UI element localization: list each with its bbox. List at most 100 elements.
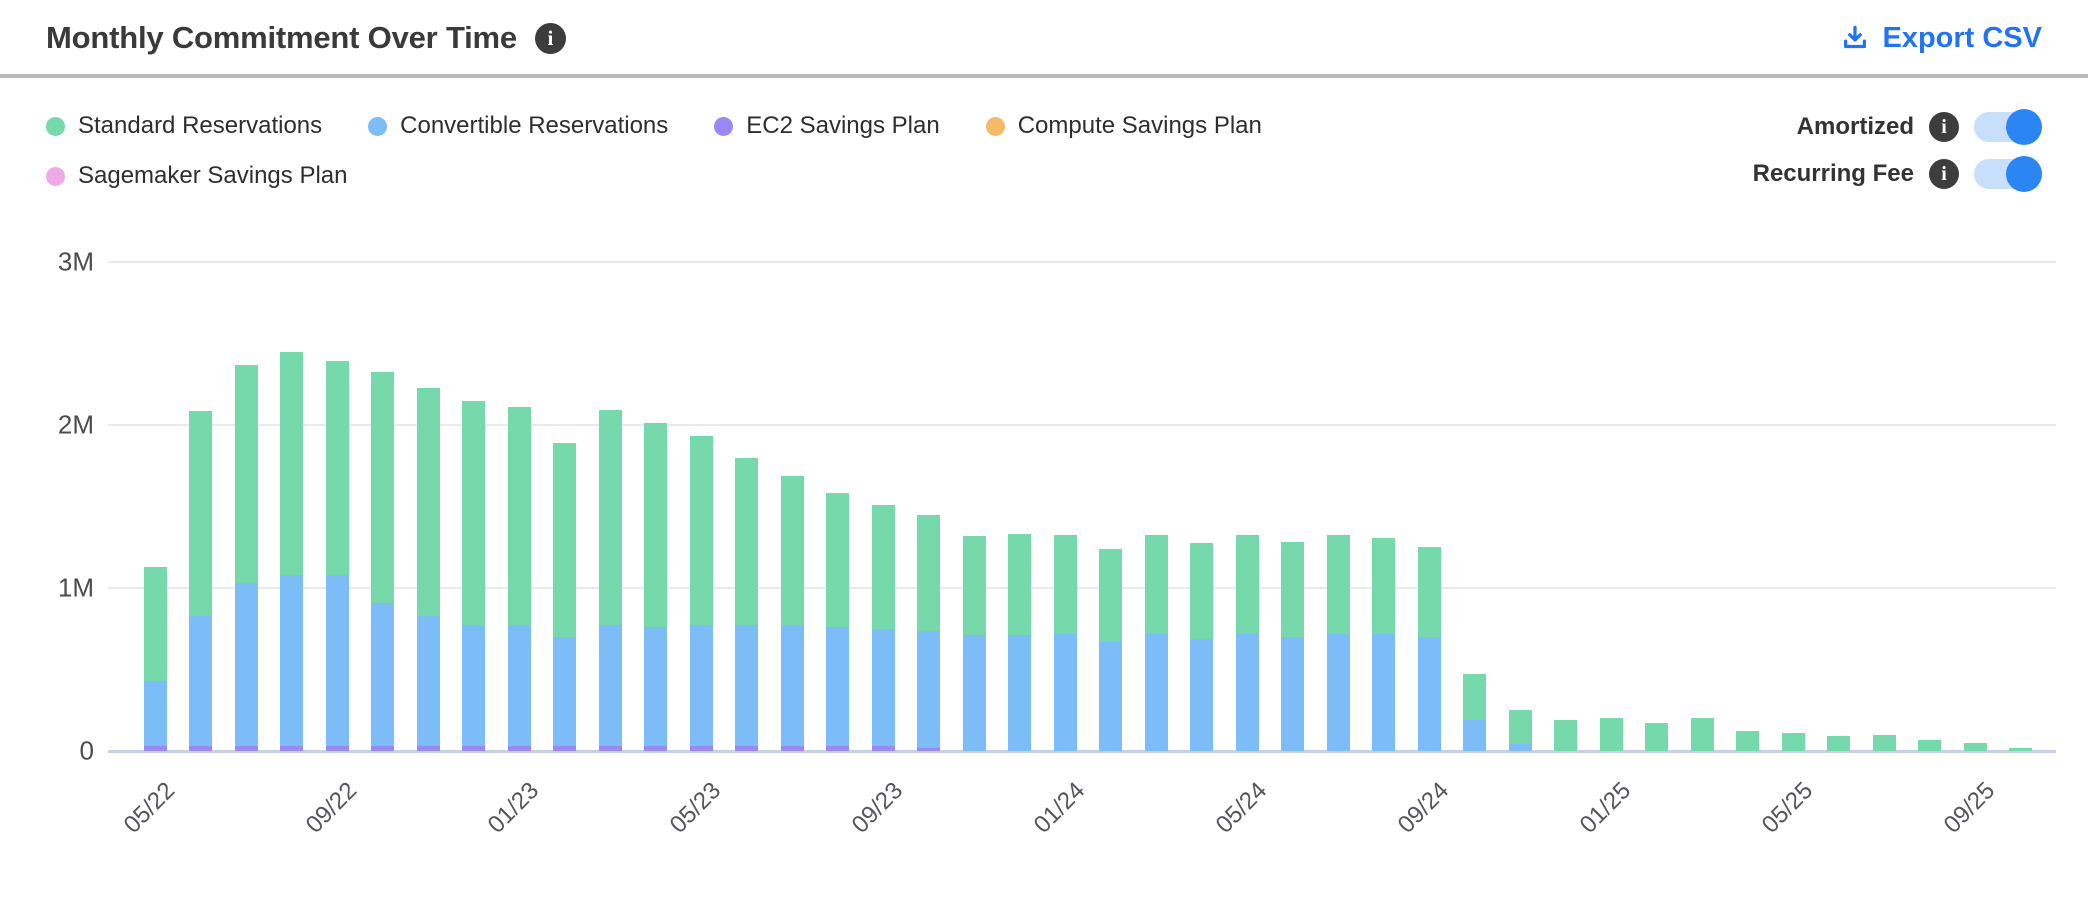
legend-item-sagemaker-savings-plan[interactable]: Sagemaker Savings Plan (46, 162, 347, 190)
legend-item-ec2-savings-plan[interactable]: EC2 Savings Plan (714, 112, 940, 140)
bar-segment-standard-reservations[interactable] (826, 493, 849, 627)
bar-segment-convertible-reservations[interactable] (280, 575, 303, 746)
bar-12/22[interactable] (462, 401, 485, 751)
bar-segment-convertible-reservations[interactable] (735, 625, 758, 747)
bar-segment-convertible-reservations[interactable] (144, 681, 167, 746)
toggle-switch[interactable] (1974, 156, 2042, 192)
bar-segment-standard-reservations[interactable] (1736, 731, 1759, 751)
bar-segment-standard-reservations[interactable] (417, 388, 440, 616)
bar-04/23[interactable] (644, 423, 667, 751)
bar-segment-standard-reservations[interactable] (917, 515, 940, 631)
bar-segment-ec2-savings-plan[interactable] (462, 746, 485, 751)
bar-segment-convertible-reservations[interactable] (1008, 635, 1031, 751)
bar-segment-convertible-reservations[interactable] (326, 575, 349, 746)
bar-07/22[interactable] (235, 365, 258, 751)
bar-segment-standard-reservations[interactable] (1190, 543, 1213, 639)
bar-08/24[interactable] (1372, 537, 1395, 751)
bar-segment-ec2-savings-plan[interactable] (417, 746, 440, 751)
bar-07/24[interactable] (1327, 534, 1350, 751)
bar-05/23[interactable] (690, 436, 713, 751)
bar-04/24[interactable] (1190, 542, 1213, 751)
bar-segment-convertible-reservations[interactable] (872, 629, 895, 746)
bar-segment-ec2-savings-plan[interactable] (371, 746, 394, 751)
bar-segment-standard-reservations[interactable] (1782, 733, 1805, 751)
bar-segment-convertible-reservations[interactable] (690, 625, 713, 746)
bar-02/24[interactable] (1099, 549, 1122, 751)
bar-11/24[interactable] (1509, 710, 1532, 751)
title-info-icon[interactable]: i (534, 22, 566, 54)
bar-09/23[interactable] (872, 505, 895, 751)
bar-segment-standard-reservations[interactable] (1918, 740, 1941, 751)
bar-06/25[interactable] (1827, 736, 1850, 751)
bar-05/24[interactable] (1236, 534, 1259, 751)
bar-01/24[interactable] (1054, 534, 1077, 751)
legend-item-standard-reservations[interactable]: Standard Reservations (46, 112, 322, 140)
bar-segment-standard-reservations[interactable] (1827, 736, 1850, 751)
bar-segment-standard-reservations[interactable] (371, 372, 394, 603)
bar-08/25[interactable] (1918, 740, 1941, 751)
bar-segment-standard-reservations[interactable] (462, 401, 485, 626)
bar-segment-ec2-savings-plan[interactable] (599, 746, 622, 751)
bar-segment-standard-reservations[interactable] (1236, 535, 1259, 634)
bar-08/23[interactable] (826, 493, 849, 751)
bar-segment-convertible-reservations[interactable] (1372, 634, 1395, 751)
bar-segment-convertible-reservations[interactable] (189, 616, 212, 746)
bar-segment-standard-reservations[interactable] (553, 443, 576, 637)
bar-segment-convertible-reservations[interactable] (1054, 634, 1077, 751)
bar-segment-ec2-savings-plan[interactable] (781, 746, 804, 751)
bar-segment-ec2-savings-plan[interactable] (917, 748, 940, 751)
bar-segment-ec2-savings-plan[interactable] (144, 746, 167, 751)
bar-segment-standard-reservations[interactable] (735, 458, 758, 626)
bar-09/24[interactable] (1418, 547, 1441, 751)
bar-segment-standard-reservations[interactable] (644, 423, 667, 627)
bar-segment-ec2-savings-plan[interactable] (735, 746, 758, 751)
bar-segment-ec2-savings-plan[interactable] (235, 746, 258, 751)
bar-segment-convertible-reservations[interactable] (963, 635, 986, 751)
bar-segment-standard-reservations[interactable] (189, 411, 212, 616)
bar-segment-standard-reservations[interactable] (326, 361, 349, 575)
bar-02/23[interactable] (553, 443, 576, 751)
bar-segment-standard-reservations[interactable] (1145, 535, 1168, 634)
bar-10/22[interactable] (371, 371, 394, 751)
bar-10/24[interactable] (1463, 674, 1486, 751)
bar-segment-convertible-reservations[interactable] (1190, 639, 1213, 751)
bar-09/25[interactable] (1964, 743, 1987, 751)
bar-segment-convertible-reservations[interactable] (1509, 744, 1532, 751)
bar-segment-standard-reservations[interactable] (599, 410, 622, 625)
bar-11/23[interactable] (963, 536, 986, 751)
bar-segment-standard-reservations[interactable] (2009, 748, 2032, 751)
bar-segment-standard-reservations[interactable] (1691, 718, 1714, 751)
bar-03/23[interactable] (599, 410, 622, 751)
bar-segment-standard-reservations[interactable] (1554, 720, 1577, 751)
bar-segment-convertible-reservations[interactable] (462, 625, 485, 747)
bar-segment-convertible-reservations[interactable] (1236, 634, 1259, 751)
bar-segment-ec2-savings-plan[interactable] (280, 746, 303, 751)
bar-segment-standard-reservations[interactable] (1099, 549, 1122, 642)
bar-segment-convertible-reservations[interactable] (235, 583, 258, 746)
bar-segment-standard-reservations[interactable] (235, 365, 258, 583)
bar-segment-convertible-reservations[interactable] (1145, 634, 1168, 751)
bar-06/24[interactable] (1281, 542, 1304, 751)
bar-segment-standard-reservations[interactable] (1372, 538, 1395, 634)
bar-07/23[interactable] (781, 476, 804, 751)
bar-01/23[interactable] (508, 407, 531, 751)
bar-01/25[interactable] (1600, 718, 1623, 751)
info-icon[interactable]: i (1929, 112, 1959, 142)
bar-segment-ec2-savings-plan[interactable] (326, 746, 349, 751)
bar-05/22[interactable] (144, 567, 167, 751)
legend-item-compute-savings-plan[interactable]: Compute Savings Plan (985, 112, 1262, 140)
bar-segment-standard-reservations[interactable] (963, 536, 986, 635)
bar-segment-standard-reservations[interactable] (872, 505, 895, 629)
bar-segment-ec2-savings-plan[interactable] (553, 746, 576, 751)
bar-segment-convertible-reservations[interactable] (417, 616, 440, 746)
bar-segment-standard-reservations[interactable] (1054, 535, 1077, 634)
bar-segment-standard-reservations[interactable] (144, 567, 167, 681)
bar-segment-convertible-reservations[interactable] (508, 625, 531, 746)
bar-segment-standard-reservations[interactable] (1645, 723, 1668, 751)
bar-05/25[interactable] (1782, 733, 1805, 751)
bar-segment-convertible-reservations[interactable] (826, 627, 849, 746)
bar-segment-standard-reservations[interactable] (690, 436, 713, 625)
bar-segment-ec2-savings-plan[interactable] (690, 746, 713, 751)
bar-segment-standard-reservations[interactable] (1008, 534, 1031, 635)
bar-segment-standard-reservations[interactable] (508, 407, 531, 625)
